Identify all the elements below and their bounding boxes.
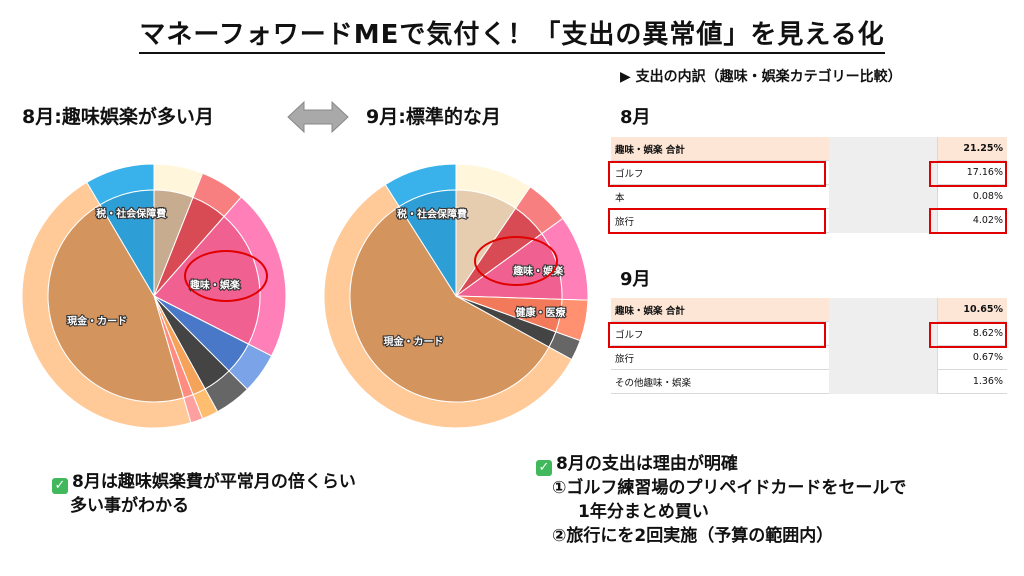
highlight-circle-sep: [474, 236, 558, 286]
table-row: 趣味・娯楽 合計 10.65%: [611, 298, 1007, 322]
aug-table-heading: 8月: [620, 107, 651, 128]
pie-slice-label: 税・社会保障費: [397, 207, 467, 220]
highlight-circle-aug: [184, 250, 268, 302]
table-row: ゴルフ 8.62%: [611, 321, 1007, 346]
table-row: ゴルフ 17.16%: [611, 160, 1007, 185]
pie-slice-label: 健康・医療: [515, 306, 565, 319]
breakdown-heading: ▶ 支出の内訳（趣味・娯楽カテゴリー比較）: [620, 69, 902, 85]
note-right: ✓ 8月の支出は理由が明確 ①ゴルフ練習場のプリペイドカードをセールで 1年分まと…: [536, 452, 906, 548]
check-icon: ✓: [52, 478, 68, 494]
highlight-box: [929, 161, 1007, 187]
pie-slice-label: 現金・カード: [67, 315, 127, 328]
page-title: マネーフォワードMEで気付く！「支出の異常値」を見える化: [0, 14, 1024, 54]
pie-slice: [398, 189, 457, 298]
double-arrow-icon: [287, 100, 349, 134]
highlight-box: [608, 161, 826, 187]
table-row: 旅行 0.67%: [611, 345, 1007, 370]
pie-slice-label: 現金・カード: [384, 335, 444, 348]
pie-slice-label: 税・社会保障費: [96, 207, 166, 220]
pie-slice: [47, 204, 185, 403]
check-icon: ✓: [536, 460, 552, 476]
highlight-box: [608, 322, 826, 348]
sep-table-heading: 9月: [620, 269, 651, 290]
pie-slice: [99, 189, 155, 298]
sep-breakdown-table: 趣味・娯楽 合計 10.65% ゴルフ 8.62% 旅行 0.67% その他趣味・娯楽…: [611, 298, 1007, 394]
highlight-box: [929, 322, 1007, 348]
highlight-box: [929, 208, 1007, 234]
aug-breakdown-table: 趣味・娯楽 合計 21.25% ゴルフ 17.16% 本 0.08% 旅行 4.02%: [611, 137, 1007, 233]
pie-slice: [349, 205, 550, 403]
table-row: 趣味・娯楽 合計 21.25%: [611, 137, 1007, 161]
table-row: 本 0.08%: [611, 184, 1007, 209]
table-row: その他趣味・娯楽 1.36%: [611, 369, 1007, 394]
highlight-box: [608, 208, 826, 234]
note-left: ✓ 8月は趣味娯楽費が平常月の倍くらい 多い事がわかる: [52, 470, 356, 518]
august-label: 8月:趣味娯楽が多い月: [22, 106, 214, 128]
table-row: 旅行 4.02%: [611, 208, 1007, 233]
september-label: 9月:標準的な月: [366, 106, 501, 128]
